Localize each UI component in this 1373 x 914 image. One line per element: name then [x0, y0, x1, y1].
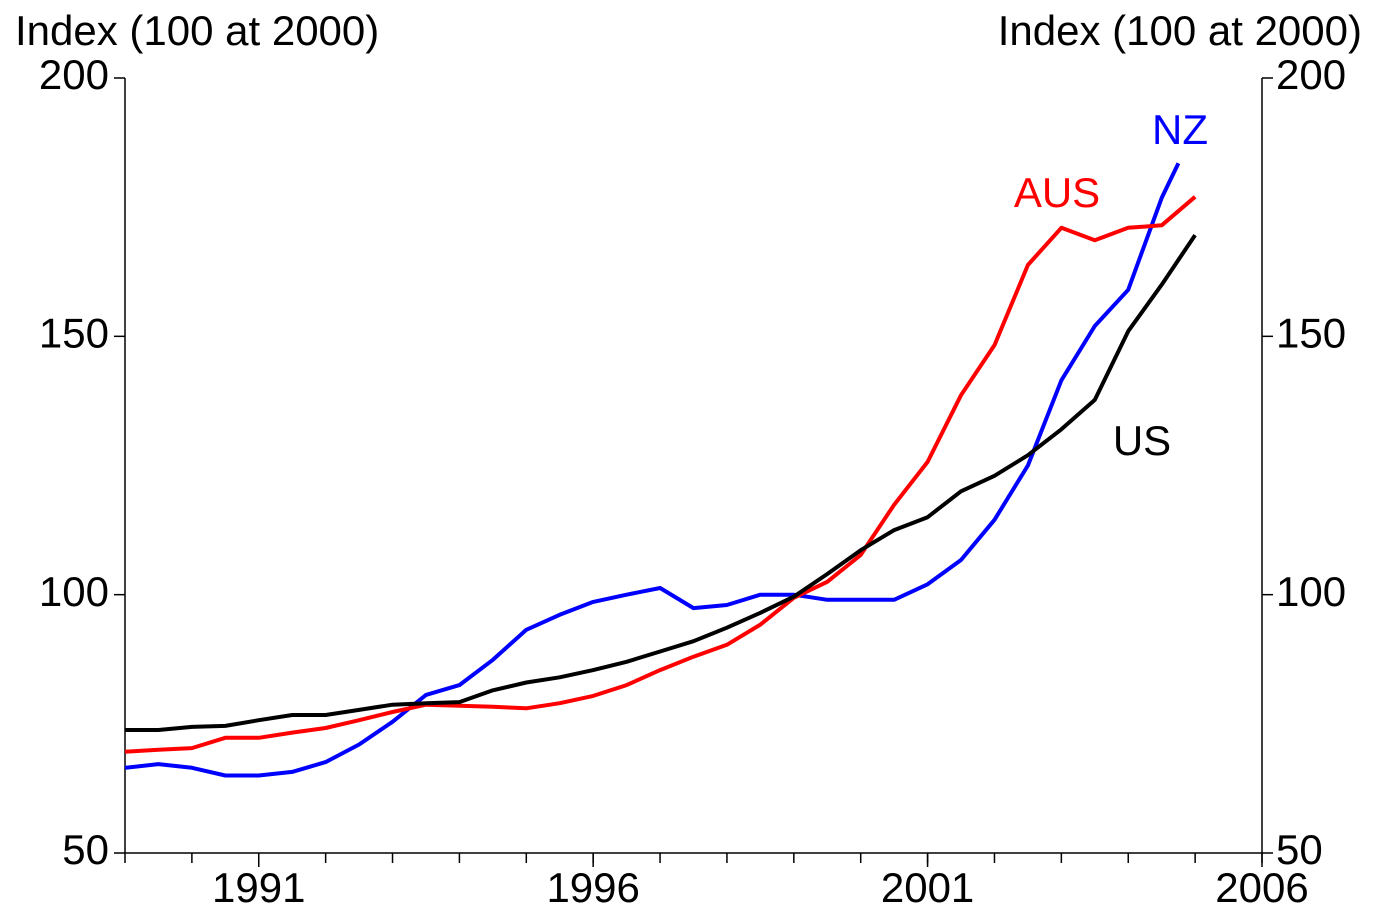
x-tick-label: 1991 [212, 864, 305, 911]
series-label: AUS [1014, 169, 1100, 216]
y-axis-label-left: Index (100 at 2000) [15, 7, 379, 54]
series-label: NZ [1152, 106, 1208, 153]
x-tick-label: 2006 [1215, 864, 1308, 911]
x-tick-label: 2001 [881, 864, 974, 911]
y2-tick-label: 50 [1276, 826, 1323, 873]
y2-tick-label: 100 [1276, 568, 1346, 615]
y-tick-label: 200 [39, 51, 109, 98]
series-label: US [1113, 417, 1171, 464]
y-tick-label: 50 [62, 826, 109, 873]
series-line [124, 162, 1181, 778]
y-tick-label: 150 [39, 309, 109, 356]
series-line [125, 233, 1197, 732]
x-tick-label: 1996 [546, 864, 639, 911]
y2-tick-label: 200 [1276, 51, 1346, 98]
y-tick-label: 100 [39, 568, 109, 615]
y-axis-label-right: Index (100 at 2000) [998, 7, 1362, 54]
series-line [124, 195, 1197, 754]
y2-tick-label: 150 [1276, 309, 1346, 356]
